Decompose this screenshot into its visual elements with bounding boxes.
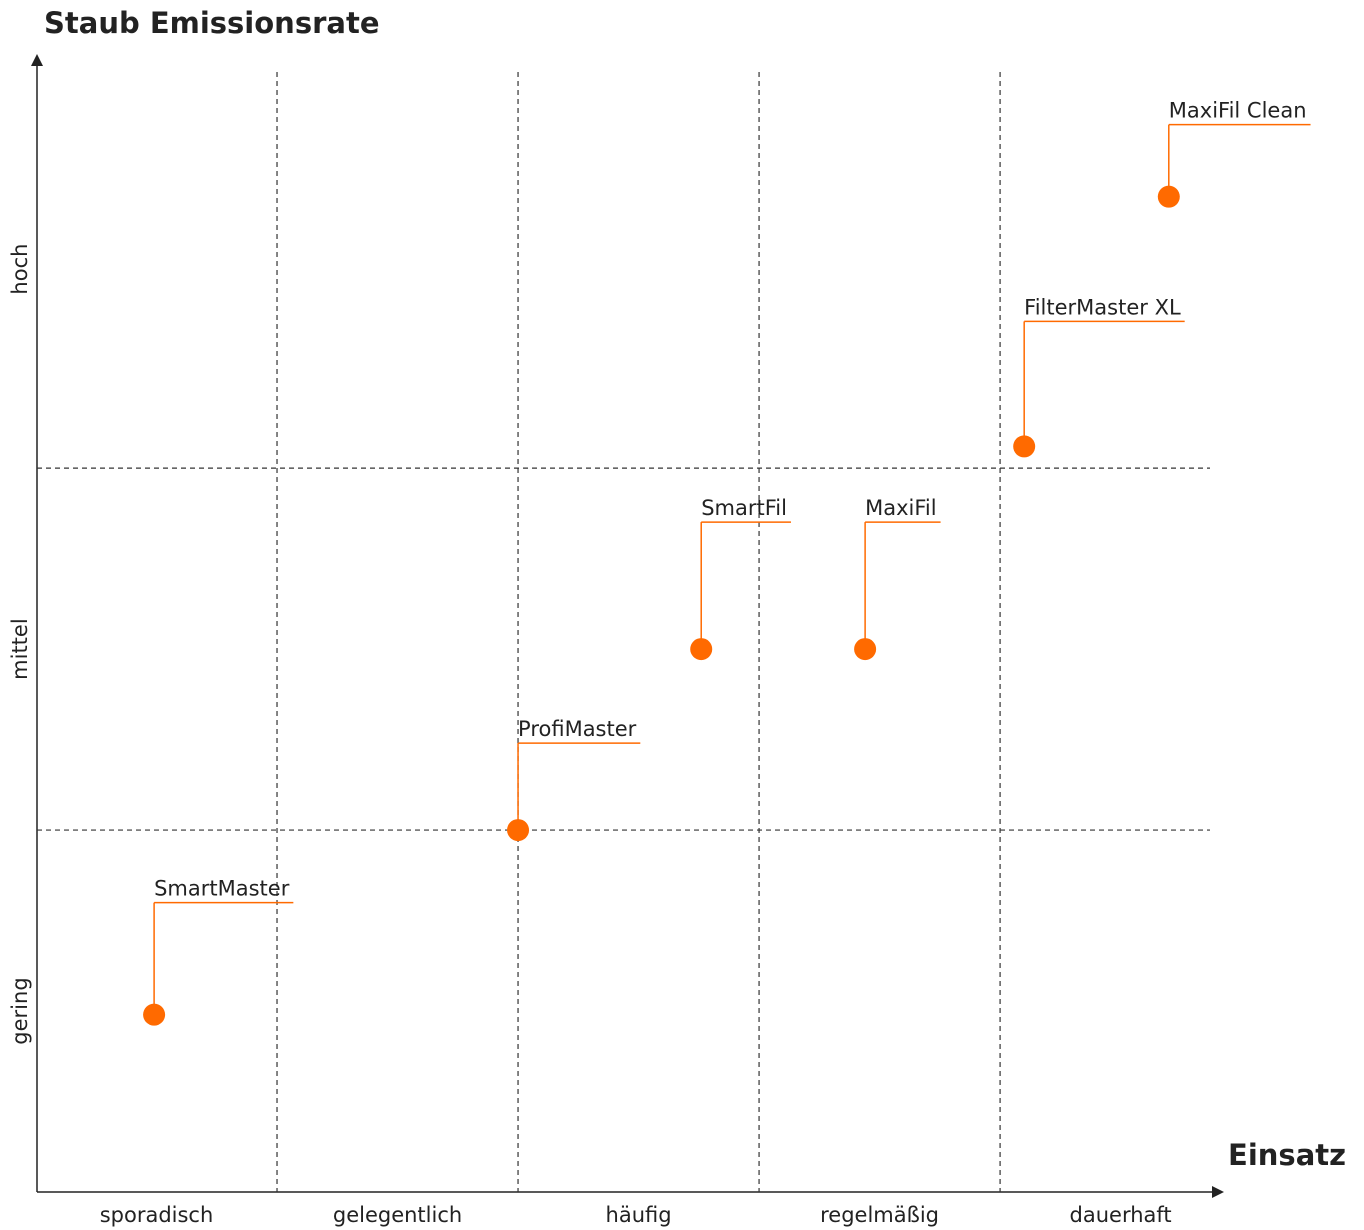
point-label: MaxiFil bbox=[865, 496, 936, 520]
point bbox=[690, 638, 713, 661]
point bbox=[507, 819, 530, 842]
y-tick-label: gering bbox=[8, 977, 32, 1044]
point-label: MaxiFil Clean bbox=[1169, 99, 1307, 123]
y-tick-label: mittel bbox=[8, 618, 32, 680]
y-tick-label: hoch bbox=[8, 244, 32, 295]
point-label: SmartMaster bbox=[154, 877, 290, 901]
point bbox=[1157, 185, 1180, 208]
point bbox=[1013, 435, 1036, 458]
chart-title: Staub Emissionsrate bbox=[44, 6, 379, 40]
point-label: FilterMaster XL bbox=[1024, 295, 1181, 319]
point-label: SmartFil bbox=[701, 496, 787, 520]
x-tick-label: dauerhaft bbox=[1070, 1203, 1172, 1227]
x-tick-label: gelegentlich bbox=[333, 1203, 462, 1227]
point bbox=[143, 1003, 166, 1026]
x-axis-title: Einsatz bbox=[1228, 1138, 1346, 1172]
x-tick-label: häufig bbox=[606, 1203, 672, 1227]
point-label: ProfiMaster bbox=[518, 717, 637, 741]
x-tick-label: sporadisch bbox=[100, 1203, 214, 1227]
point bbox=[854, 638, 877, 661]
x-tick-label: regelmäßig bbox=[820, 1203, 939, 1227]
